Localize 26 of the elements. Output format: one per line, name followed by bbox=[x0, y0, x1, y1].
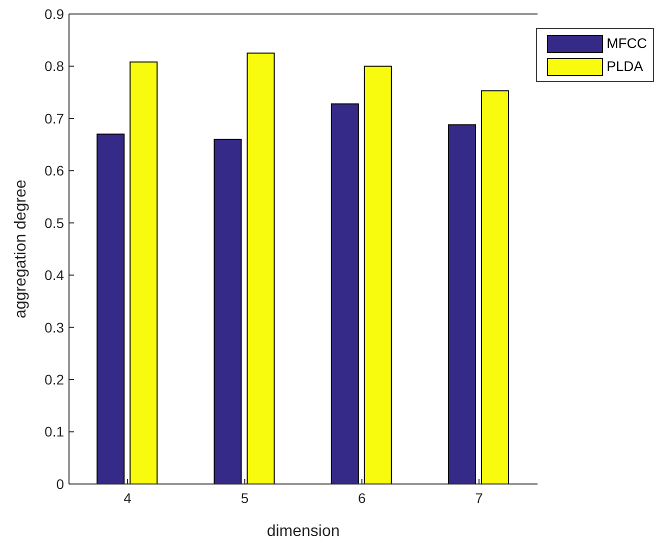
bar bbox=[214, 138, 242, 484]
y-tick-label: 0.8 bbox=[44, 58, 64, 74]
y-tick-label: 0 bbox=[56, 476, 64, 492]
y-axis-title: aggregation degree bbox=[12, 180, 30, 318]
x-tick-label: 6 bbox=[358, 490, 366, 506]
y-tick-label: 0.1 bbox=[44, 424, 64, 440]
y-tick-label: 0.3 bbox=[44, 319, 64, 336]
bar bbox=[96, 134, 125, 484]
bar bbox=[481, 90, 510, 484]
x-axis-title: dimension bbox=[266, 523, 340, 540]
y-tick-label: 0.2 bbox=[44, 372, 64, 388]
y-tick-label: 0.9 bbox=[44, 6, 64, 22]
bar bbox=[130, 62, 158, 484]
bar bbox=[246, 52, 275, 484]
y-tick-label: 0.4 bbox=[44, 267, 64, 284]
y-tick-label: 0.7 bbox=[44, 110, 64, 126]
x-tick-label: 4 bbox=[124, 490, 132, 506]
legend-label: PLDA bbox=[606, 57, 644, 76]
y-tick-label: 0.6 bbox=[44, 162, 64, 179]
y-tick-label: 0.5 bbox=[44, 214, 64, 231]
legend-label: MFCC bbox=[606, 34, 647, 53]
bar bbox=[330, 103, 359, 484]
bar bbox=[364, 66, 392, 484]
bar bbox=[448, 124, 476, 484]
x-tick-label: 7 bbox=[475, 490, 484, 506]
x-tick-label: 5 bbox=[240, 490, 249, 506]
